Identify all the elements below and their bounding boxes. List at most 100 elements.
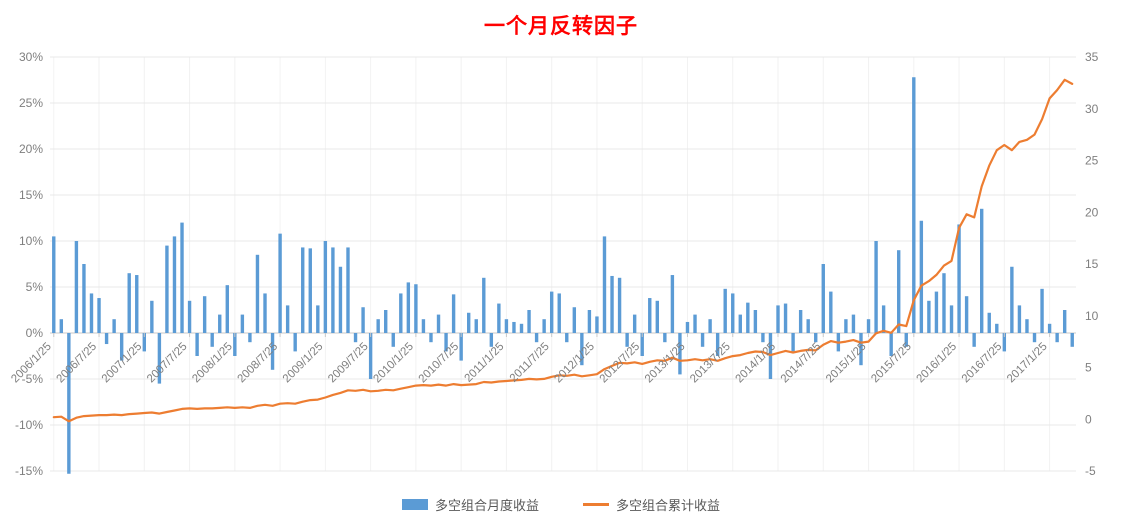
- monthly-return-bar: [1047, 323, 1052, 333]
- monthly-return-bar: [59, 319, 64, 333]
- monthly-return-bar: [119, 333, 124, 361]
- monthly-return-bar: [753, 310, 758, 333]
- y-left-axis-label: 5%: [26, 280, 44, 294]
- monthly-return-bar: [255, 254, 260, 333]
- monthly-return-bar: [368, 333, 373, 379]
- monthly-return-bar: [927, 300, 931, 333]
- monthly-return-bar: [308, 248, 312, 333]
- monthly-return-bar: [82, 264, 86, 333]
- monthly-return-bar: [708, 319, 712, 333]
- monthly-return-bar: [489, 333, 494, 347]
- monthly-return-bar: [240, 314, 245, 333]
- monthly-return-bar: [934, 291, 939, 333]
- y-left-axis-label: 30%: [19, 50, 43, 64]
- monthly-return-bar: [889, 333, 893, 356]
- legend-label-monthly-return: 多空组合月度收益: [434, 498, 539, 513]
- monthly-return-bar: [897, 250, 901, 333]
- monthly-return-bar: [187, 300, 192, 333]
- chart-title: 一个月反转因子: [484, 15, 638, 38]
- monthly-return-bar: [557, 293, 561, 333]
- monthly-return-bar: [580, 333, 584, 366]
- monthly-return-bar: [361, 307, 365, 333]
- y-left-axis-label: 10%: [19, 234, 43, 248]
- legend-item-cumulative-return[interactable]: 多空组合累计收益: [583, 495, 720, 514]
- monthly-return-bar: [859, 333, 863, 366]
- monthly-return-bar: [353, 333, 358, 343]
- x-axis-label: 2011/1/25: [462, 341, 506, 385]
- monthly-return-bar: [685, 321, 690, 333]
- monthly-return-bar: [512, 321, 516, 333]
- monthly-return-bar: [776, 305, 780, 333]
- y-right-axis-label: 5: [1085, 361, 1092, 375]
- monthly-return-bar: [534, 333, 539, 343]
- monthly-return-bar: [964, 296, 969, 333]
- monthly-return-bar: [436, 314, 441, 333]
- monthly-return-bar: [670, 275, 675, 333]
- monthly-return-bar: [376, 319, 380, 333]
- monthly-return-bar: [851, 314, 856, 333]
- monthly-return-bar: [52, 236, 56, 333]
- monthly-return-bar: [806, 319, 810, 333]
- monthly-return-bar: [135, 275, 139, 333]
- legend-line-swatch-icon: [583, 503, 609, 506]
- monthly-return-bar: [791, 333, 795, 352]
- monthly-return-bar: [323, 241, 328, 333]
- monthly-return-bar: [731, 293, 735, 333]
- cumulative-return-line: [52, 78, 1074, 423]
- monthly-return-bar: [783, 303, 788, 333]
- y-left-axis-label: -15%: [15, 464, 43, 478]
- legend-label-cumulative-return: 多空组合累计收益: [616, 498, 721, 513]
- legend-item-monthly-return[interactable]: 多空组合月度收益: [401, 495, 539, 514]
- monthly-return-bar: [798, 310, 803, 333]
- legend: 多空组合月度收益 多空组合累计收益: [0, 495, 1122, 514]
- y-right-axis-label: 15: [1085, 257, 1099, 271]
- monthly-return-bar: [912, 77, 916, 334]
- monthly-return-bar: [331, 247, 335, 333]
- monthly-return-bar: [844, 319, 848, 333]
- monthly-return-bar: [218, 314, 222, 333]
- monthly-return-bar: [527, 310, 531, 333]
- monthly-return-bar: [89, 293, 94, 333]
- monthly-return-bar: [210, 333, 214, 347]
- monthly-return-bar: [225, 285, 229, 333]
- monthly-return-bar: [715, 333, 720, 356]
- monthly-return-bar: [587, 310, 592, 333]
- y-right-axis-label: 30: [1085, 102, 1099, 116]
- monthly-return-bar: [459, 333, 463, 361]
- monthly-return-bar: [519, 323, 524, 333]
- monthly-return-bar: [640, 333, 644, 356]
- y-left-axis-label: 20%: [19, 142, 43, 156]
- monthly-return-bar: [474, 319, 478, 333]
- monthly-return-bar: [549, 291, 554, 333]
- monthly-return-bar: [1070, 333, 1074, 347]
- y-left-axis-label: -5%: [22, 372, 44, 386]
- monthly-return-bar: [74, 241, 79, 333]
- monthly-return-bar: [1062, 310, 1067, 333]
- monthly-return-bar: [595, 316, 599, 333]
- monthly-return-bar: [746, 302, 750, 333]
- monthly-return-bar: [761, 333, 765, 343]
- monthly-return-bar: [632, 314, 637, 333]
- monthly-return-bar: [904, 333, 908, 347]
- monthly-return-bar: [195, 333, 199, 356]
- monthly-return-bar: [414, 284, 418, 333]
- monthly-return-bar: [406, 282, 411, 333]
- y-left-axis-label: 0%: [26, 326, 44, 340]
- monthly-return-bar: [142, 333, 146, 352]
- monthly-return-bar: [1025, 319, 1029, 333]
- monthly-return-bar: [723, 288, 727, 333]
- monthly-return-bar: [399, 293, 403, 333]
- monthly-return-bar: [112, 319, 116, 333]
- monthly-return-bar: [451, 294, 456, 333]
- monthly-return-bar: [663, 333, 667, 343]
- y-left-axis-label: 15%: [19, 188, 43, 202]
- monthly-return-bar: [270, 333, 275, 370]
- monthly-return-bar: [384, 310, 388, 333]
- y-right-axis-label: 25: [1085, 154, 1099, 168]
- monthly-return-bar: [995, 323, 999, 333]
- monthly-return-bar: [980, 208, 984, 333]
- monthly-return-bar: [97, 298, 101, 333]
- monthly-return-bar: [316, 305, 320, 333]
- monthly-return-bar: [602, 236, 607, 333]
